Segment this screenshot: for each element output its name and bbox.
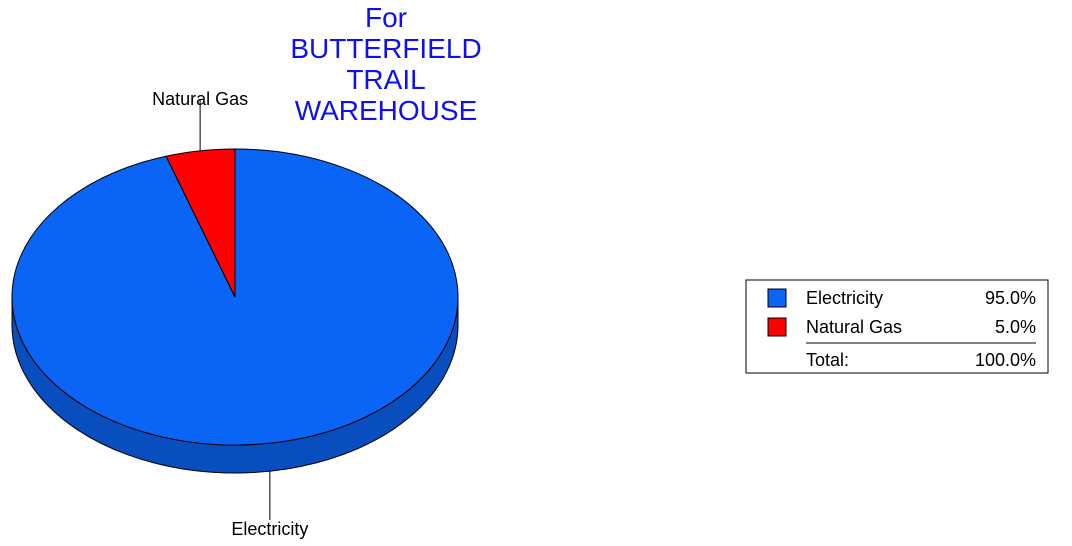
legend-total-value: 100.0% (975, 350, 1036, 370)
legend-box (745, 279, 1049, 374)
legend-label: Natural Gas (806, 317, 902, 337)
slice-label: Natural Gas (152, 89, 248, 109)
legend-swatch (767, 288, 787, 308)
chart-title: For BUTTERFIELD TRAIL WAREHOUSE (290, 2, 482, 126)
pie-slice (165, 148, 236, 298)
legend-swatch (767, 317, 787, 337)
legend-total-label: Total: (806, 350, 849, 370)
legend-value: 5.0% (995, 317, 1036, 337)
slice-label: Electricity (231, 519, 308, 539)
legend-value: 95.0% (985, 288, 1036, 308)
legend-label: Electricity (806, 288, 883, 308)
